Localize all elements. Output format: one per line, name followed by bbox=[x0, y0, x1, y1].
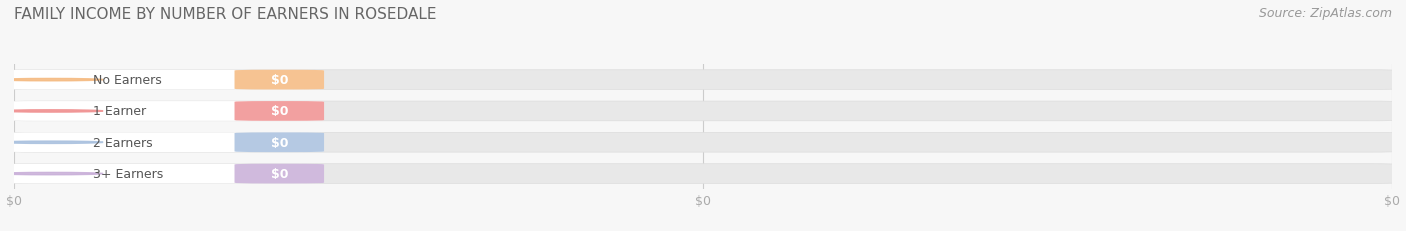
Circle shape bbox=[0, 79, 103, 82]
Text: FAMILY INCOME BY NUMBER OF EARNERS IN ROSEDALE: FAMILY INCOME BY NUMBER OF EARNERS IN RO… bbox=[14, 7, 436, 22]
Circle shape bbox=[0, 141, 103, 144]
Circle shape bbox=[0, 173, 103, 175]
FancyBboxPatch shape bbox=[7, 133, 1399, 152]
Text: $0: $0 bbox=[270, 74, 288, 87]
FancyBboxPatch shape bbox=[235, 133, 325, 152]
FancyBboxPatch shape bbox=[235, 102, 325, 121]
FancyBboxPatch shape bbox=[7, 70, 1399, 90]
Text: $0: $0 bbox=[270, 136, 288, 149]
Text: No Earners: No Earners bbox=[93, 74, 162, 87]
FancyBboxPatch shape bbox=[7, 164, 325, 184]
Text: 2 Earners: 2 Earners bbox=[93, 136, 152, 149]
FancyBboxPatch shape bbox=[7, 164, 1399, 184]
Text: $0: $0 bbox=[270, 167, 288, 180]
FancyBboxPatch shape bbox=[7, 102, 325, 121]
Text: $0: $0 bbox=[270, 105, 288, 118]
FancyBboxPatch shape bbox=[7, 102, 1399, 121]
FancyBboxPatch shape bbox=[235, 164, 325, 184]
FancyBboxPatch shape bbox=[235, 70, 325, 90]
FancyBboxPatch shape bbox=[7, 70, 325, 90]
Text: Source: ZipAtlas.com: Source: ZipAtlas.com bbox=[1258, 7, 1392, 20]
Text: 1 Earner: 1 Earner bbox=[93, 105, 146, 118]
Circle shape bbox=[0, 110, 103, 113]
FancyBboxPatch shape bbox=[7, 133, 325, 152]
Text: 3+ Earners: 3+ Earners bbox=[93, 167, 163, 180]
